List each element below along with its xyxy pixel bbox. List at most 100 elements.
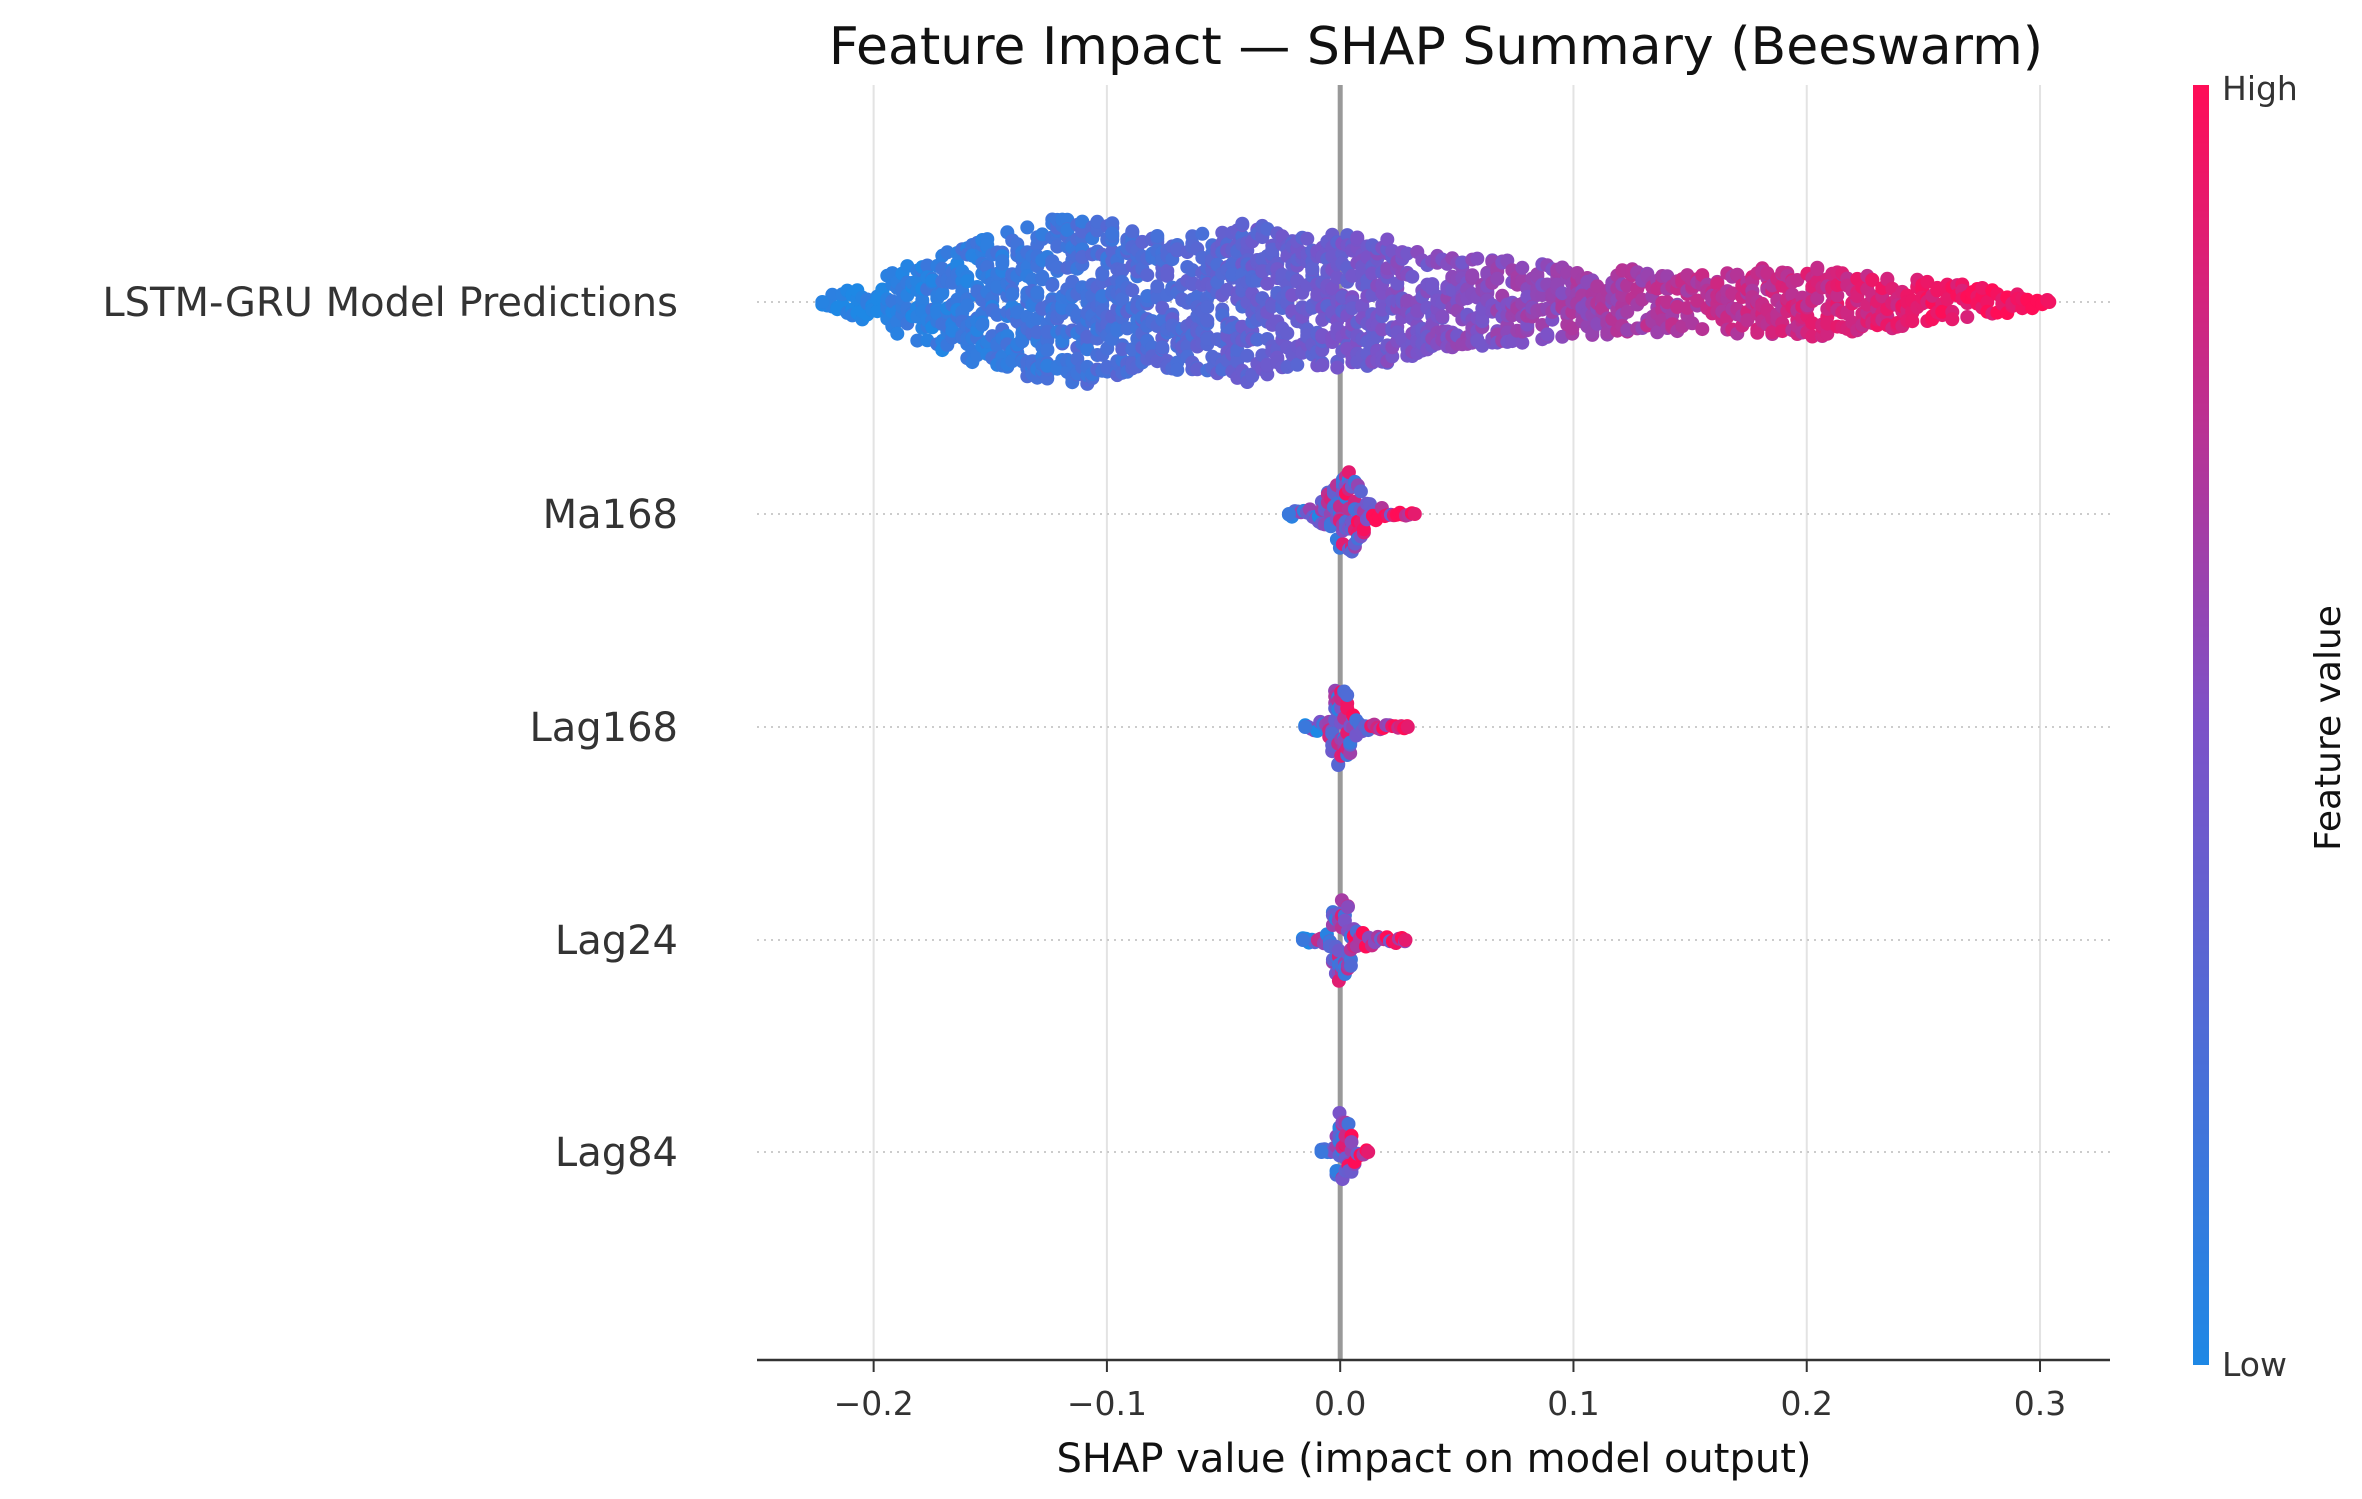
- feature-label: LSTM-GRU Model Predictions: [102, 280, 678, 326]
- x-tick-label: 0.1: [1547, 1384, 1599, 1423]
- shap-point: [1200, 313, 1215, 328]
- shap-point: [1050, 260, 1065, 275]
- shap-point: [1280, 326, 1295, 341]
- shap-point: [1298, 720, 1313, 734]
- shap-point: [1095, 267, 1110, 282]
- shap-point: [1281, 507, 1296, 521]
- x-tick-label: −0.1: [1067, 1384, 1147, 1423]
- shap-point: [1465, 268, 1480, 283]
- shap-point: [910, 333, 925, 348]
- shap-point: [1150, 229, 1165, 243]
- shap-point: [1695, 322, 1710, 337]
- shap-point: [1775, 324, 1790, 339]
- shap-point: [1125, 283, 1140, 298]
- colorbar-high-label: High: [2222, 69, 2298, 108]
- feature-row-lines: [757, 301, 2110, 1153]
- shap-point: [1155, 340, 1170, 355]
- colorbar-title: Feature value: [2308, 605, 2349, 851]
- shap-point: [1200, 300, 1215, 314]
- shap-point: [1160, 268, 1175, 283]
- shap-point: [1515, 260, 1530, 275]
- shap-point: [1565, 321, 1580, 336]
- shap-point: [1105, 226, 1120, 241]
- shap-points: [815, 212, 2057, 1187]
- x-tick-label: 0.0: [1314, 1384, 1366, 1423]
- shap-point: [1407, 507, 1422, 521]
- shap-point: [890, 326, 905, 341]
- shap-point: [1515, 335, 1530, 350]
- shap-point: [940, 245, 955, 260]
- shap-point: [1425, 277, 1440, 292]
- shap-point: [1155, 300, 1170, 315]
- shap-point: [1120, 321, 1135, 336]
- shap-point: [1690, 293, 1705, 308]
- feature-label: Lag84: [555, 1130, 678, 1176]
- shap-point: [1340, 688, 1355, 703]
- shap-point: [1380, 232, 1395, 247]
- shap-point: [1560, 265, 1575, 280]
- shap-point: [1540, 327, 1555, 342]
- shap-point: [1830, 288, 1845, 303]
- shap-point: [1343, 958, 1358, 973]
- shap-point: [1195, 226, 1210, 241]
- shap-point: [1730, 267, 1745, 282]
- shap-point: [1435, 309, 1450, 324]
- x-tick-label: −0.2: [834, 1384, 914, 1423]
- shap-point: [1005, 287, 1020, 302]
- shap-point: [1810, 291, 1825, 306]
- shap-point: [1361, 1145, 1376, 1159]
- shap-point: [815, 295, 830, 309]
- feature-label: Lag168: [529, 705, 678, 751]
- colorbar: [2193, 85, 2209, 1365]
- shap-point: [1340, 900, 1355, 915]
- shap-point: [1810, 262, 1825, 277]
- shap-point: [1350, 230, 1365, 245]
- shap-point: [1240, 348, 1255, 363]
- shap-point: [1050, 239, 1065, 254]
- feature-label: Lag24: [555, 918, 678, 964]
- shap-point: [1315, 358, 1330, 373]
- shap-point: [1670, 300, 1685, 314]
- feature-labels: LSTM-GRU Model Predictions Ma168 Lag168 Lag…: [102, 280, 678, 1176]
- x-axis-ticks: −0.2 −0.1 0.0 0.1 0.2 0.3: [834, 1360, 2066, 1423]
- shap-point: [1140, 268, 1155, 283]
- x-tick-label: 0.3: [2014, 1384, 2066, 1423]
- shap-point: [1980, 295, 1995, 310]
- shap-point: [1490, 271, 1505, 286]
- shap-point: [1245, 369, 1260, 383]
- shap-point: [1295, 933, 1310, 947]
- shap-point: [1225, 256, 1240, 271]
- shap-point: [1225, 267, 1240, 282]
- colorbar-low-label: Low: [2222, 1345, 2287, 1384]
- feature-label: Ma168: [543, 492, 678, 538]
- shap-point: [915, 293, 930, 308]
- shap-point: [1740, 313, 1755, 328]
- shap-point: [1170, 362, 1185, 377]
- shap-point: [1820, 326, 1835, 341]
- shap-point: [1040, 324, 1055, 339]
- shap-point: [1710, 276, 1725, 291]
- x-axis-title: SHAP value (impact on model output): [1057, 1436, 1812, 1482]
- shap-point: [1040, 343, 1055, 358]
- shap-point: [1400, 720, 1415, 734]
- shap-point: [935, 286, 950, 301]
- shap-point: [1030, 285, 1045, 300]
- shap-point: [1935, 304, 1950, 319]
- shap-point: [995, 254, 1010, 269]
- shap-point: [1960, 310, 1975, 324]
- shap-point: [825, 287, 840, 302]
- shap-point: [1945, 312, 1960, 327]
- shap-point: [1750, 325, 1765, 340]
- shap-point: [1020, 220, 1035, 235]
- shap-point: [1150, 279, 1165, 294]
- shap-point: [1250, 332, 1265, 347]
- shap-point: [1325, 281, 1340, 296]
- shap-point: [1398, 933, 1413, 947]
- chart-title: Feature Impact — SHAP Summary (Beeswarm): [829, 17, 2043, 77]
- shap-point: [1115, 342, 1130, 357]
- shap-point: [920, 258, 935, 273]
- shap-point: [1305, 261, 1320, 276]
- x-tick-label: 0.2: [1780, 1384, 1832, 1423]
- shap-point: [1115, 292, 1130, 307]
